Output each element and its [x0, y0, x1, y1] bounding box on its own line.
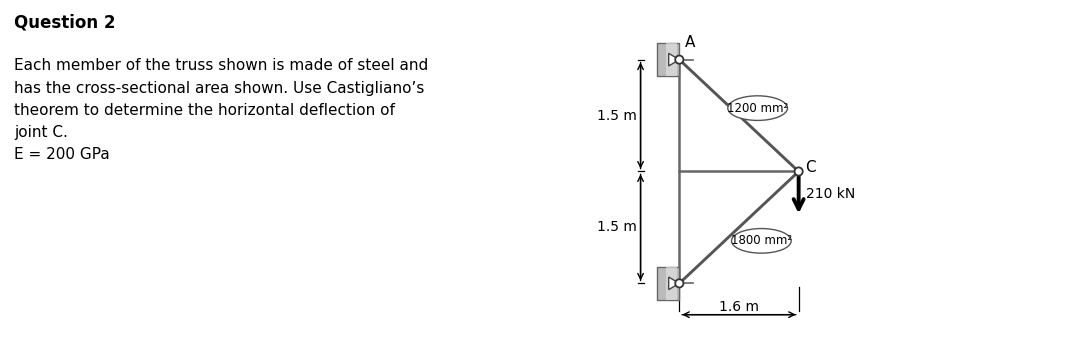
Polygon shape — [666, 267, 677, 300]
Text: A: A — [685, 35, 695, 50]
Text: 1.6 m: 1.6 m — [719, 300, 759, 314]
Polygon shape — [657, 267, 680, 300]
Text: Question 2: Question 2 — [14, 14, 115, 32]
Polygon shape — [669, 277, 680, 289]
Ellipse shape — [728, 96, 787, 120]
Ellipse shape — [731, 228, 792, 253]
Circle shape — [795, 167, 802, 176]
Polygon shape — [669, 54, 680, 66]
Circle shape — [675, 56, 684, 64]
Text: Each member of the truss shown is made of steel and
has the cross-sectional area: Each member of the truss shown is made o… — [14, 58, 429, 162]
Text: 1800 mm²: 1800 mm² — [731, 234, 792, 247]
Polygon shape — [657, 43, 680, 76]
Text: 210 kN: 210 kN — [806, 187, 855, 201]
Text: 1.5 m: 1.5 m — [597, 109, 637, 122]
Polygon shape — [666, 43, 677, 76]
Text: 1200 mm²: 1200 mm² — [727, 102, 788, 115]
Circle shape — [675, 279, 684, 287]
Text: 1.5 m: 1.5 m — [597, 221, 637, 234]
Text: C: C — [806, 160, 816, 175]
